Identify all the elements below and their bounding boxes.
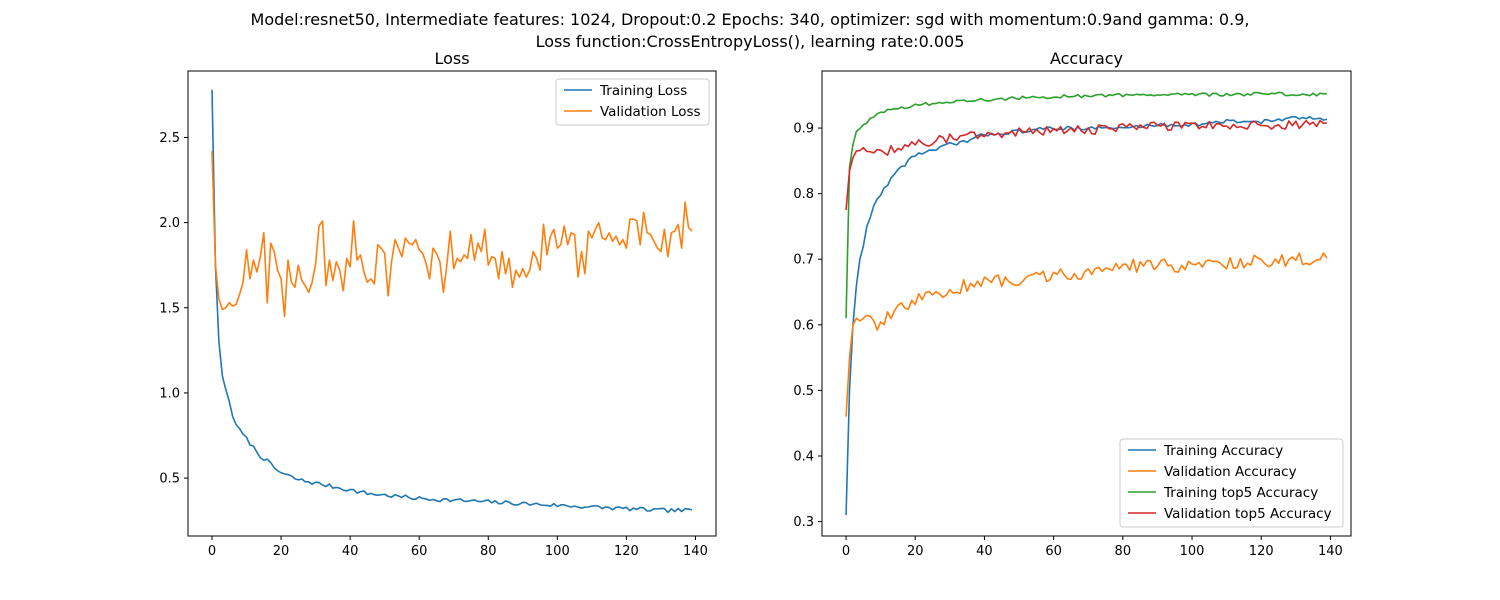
- loss-legend: [555, 78, 710, 126]
- accuracy-x-tick-label: 80: [1115, 544, 1132, 559]
- accuracy-y-tick-label: 0.6: [793, 318, 814, 333]
- legend-label-training-loss: Training Loss: [599, 83, 687, 99]
- loss-y-tick-label: 1.0: [159, 386, 180, 401]
- loss-x-tick-label: 0: [208, 544, 216, 559]
- legend-label-validation-accuracy: Validation Accuracy: [1164, 464, 1297, 480]
- series-line-validation-top5-accuracy: [845, 119, 1328, 211]
- loss-x-tick-label: 140: [683, 544, 708, 559]
- accuracy-y-tick-label: 0.3: [793, 515, 814, 530]
- accuracy-y-tick-label: 0.8: [793, 187, 814, 202]
- series-line-training-top5-accuracy: [845, 91, 1328, 319]
- loss-y-tick-label: 0.5: [159, 472, 180, 487]
- accuracy-y-tick-label: 0.7: [793, 253, 814, 268]
- loss-x-tick-label: 80: [480, 544, 497, 559]
- loss-y-tick-label: 1.5: [159, 301, 180, 316]
- accuracy-x-tick-label: 0: [842, 544, 850, 559]
- accuracy-x-tick-label: 100: [1180, 544, 1205, 559]
- figure-suptitle-line-2: Loss function:CrossEntropyLoss(), learni…: [535, 32, 965, 51]
- loss-axes-frame: [187, 70, 717, 537]
- accuracy-x-tick-label: 20: [907, 544, 924, 559]
- series-line-training-loss: [211, 89, 693, 514]
- series-line-validation-accuracy: [845, 252, 1328, 417]
- legend-label-validation-loss: Validation Loss: [600, 104, 701, 120]
- accuracy-x-tick-label: 40: [976, 544, 993, 559]
- accuracy-y-tick-label: 0.5: [793, 384, 814, 399]
- accuracy-legend: [1119, 438, 1344, 528]
- accuracy-y-tick-label: 0.9: [793, 122, 814, 137]
- loss-x-tick-label: 120: [614, 544, 639, 559]
- accuracy-axes: Accuracy 0 20 40 60 80 100 120 140 0.3 0.4 0.5 0.6 0.…: [793, 49, 1352, 559]
- accuracy-x-tick-label: 140: [1318, 544, 1343, 559]
- legend-label-training-accuracy: Training Accuracy: [1163, 443, 1283, 459]
- loss-x-tick-label: 100: [545, 544, 570, 559]
- loss-axes: Loss 0 20 40 60 80 100 120 140 0.5 1.0 1.5 2.0 2.5 Tra…: [159, 49, 717, 559]
- accuracy-x-tick-label: 60: [1045, 544, 1062, 559]
- loss-y-tick-label: 2.5: [159, 131, 180, 146]
- loss-title: Loss: [434, 49, 469, 68]
- loss-y-tick-label: 2.0: [159, 216, 180, 231]
- loss-x-tick-label: 60: [411, 544, 428, 559]
- accuracy-y-tick-label: 0.4: [793, 449, 814, 464]
- legend-label-validation-top5-accuracy: Validation top5 Accuracy: [1164, 506, 1332, 522]
- series-line-training-accuracy: [845, 115, 1328, 516]
- accuracy-title: Accuracy: [1050, 49, 1123, 68]
- accuracy-axes-frame: [821, 70, 1352, 537]
- accuracy-x-tick-label: 120: [1249, 544, 1274, 559]
- loss-x-tick-label: 40: [342, 544, 359, 559]
- loss-x-tick-label: 20: [273, 544, 290, 559]
- series-line-validation-loss: [211, 151, 693, 318]
- figure-suptitle-line-1: Model:resnet50, Intermediate features: 1…: [250, 10, 1250, 29]
- legend-label-training-top5-accuracy: Training top5 Accuracy: [1163, 485, 1318, 501]
